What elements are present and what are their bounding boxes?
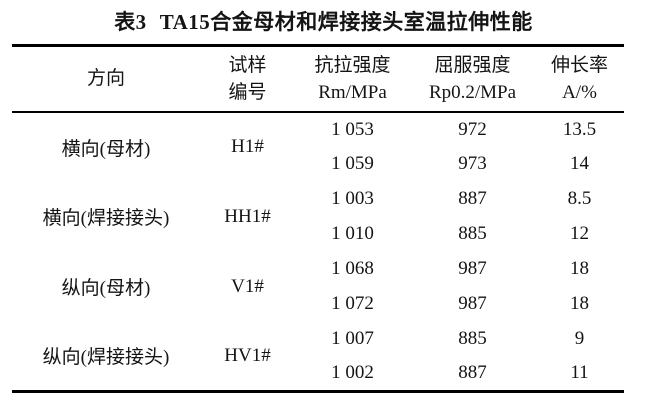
table-row: 纵向(母材) V1# 1 068 987 18 bbox=[12, 252, 624, 299]
direction-cell: 纵向(焊接接头) bbox=[42, 347, 170, 369]
table-row: 1 010 885 12 bbox=[12, 217, 624, 252]
header-tensile-line1: 抗拉强度 bbox=[314, 54, 391, 76]
value-cell-rp: 972 bbox=[458, 118, 487, 140]
sample-cell: H1# bbox=[231, 136, 264, 157]
table-title-text: TA15合金母材和焊接接头室温拉伸性能 bbox=[159, 10, 533, 34]
sample-cell: HH1# bbox=[224, 205, 271, 227]
value-cell-rm: 1 068 bbox=[331, 258, 374, 279]
value-cell-rm: 1 010 bbox=[331, 223, 374, 244]
value-cell-rp: 973 bbox=[458, 153, 487, 174]
table-row: 横向(焊接接头) HH1# 1 003 887 8.5 bbox=[12, 182, 624, 229]
value-cell-rp: 987 bbox=[458, 293, 487, 314]
value-cell-rm: 1 053 bbox=[331, 118, 374, 140]
value-cell-rm: 1 072 bbox=[331, 293, 374, 314]
header-tensile-line2: Rm/MPa bbox=[318, 81, 387, 103]
direction-cell: 横向(焊接接头) bbox=[42, 208, 170, 229]
tensile-properties-table: 方向 试样 编号 抗拉强度 Rm/MPa 屈服强度 Rp0.2/MPa 伸长率 … bbox=[12, 44, 624, 393]
table-row: 横向(母材) H1# 1 053 972 13.5 bbox=[12, 112, 624, 160]
table-row: 1 002 887 11 bbox=[12, 357, 624, 392]
value-cell-rp: 885 bbox=[458, 223, 487, 244]
header-direction-label: 方向 bbox=[86, 68, 125, 90]
table-row: 1 072 987 18 bbox=[12, 287, 624, 322]
value-cell-a: 18 bbox=[570, 293, 589, 314]
direction-cell: 横向(母材) bbox=[61, 138, 151, 160]
header-sample-number: 试样 编号 bbox=[200, 44, 295, 113]
table-row: 1 059 973 14 bbox=[12, 147, 624, 182]
value-cell-rm: 1 002 bbox=[331, 362, 374, 384]
sample-cell: HV1# bbox=[224, 344, 271, 366]
value-cell-a: 14 bbox=[570, 153, 589, 174]
header-elongation: 伸长率 A/% bbox=[535, 44, 624, 113]
value-cell-a: 11 bbox=[570, 362, 589, 384]
value-cell-rp: 885 bbox=[458, 328, 487, 349]
header-yield-strength: 屈服强度 Rp0.2/MPa bbox=[410, 44, 535, 113]
value-cell-rm: 1 003 bbox=[331, 188, 374, 209]
value-cell-a: 9 bbox=[574, 328, 585, 349]
sample-cell: V1# bbox=[231, 275, 264, 297]
value-cell-rp: 987 bbox=[458, 258, 487, 279]
table-number: 表3 bbox=[114, 10, 147, 34]
value-cell-a: 12 bbox=[570, 223, 589, 244]
value-cell-a: 18 bbox=[570, 258, 589, 279]
value-cell-rp: 887 bbox=[458, 362, 487, 384]
direction-cell: 纵向(母材) bbox=[61, 278, 151, 299]
value-cell-rm: 1 007 bbox=[331, 328, 374, 349]
value-cell-a: 8.5 bbox=[567, 188, 592, 209]
header-sample-line1: 试样 bbox=[228, 54, 267, 76]
header-elongation-line1: 伸长率 bbox=[550, 54, 608, 76]
header-tensile-strength: 抗拉强度 Rm/MPa bbox=[295, 44, 410, 113]
value-cell-rp: 887 bbox=[458, 188, 487, 209]
header-elongation-line2: A/% bbox=[562, 81, 597, 103]
header-direction: 方向 bbox=[12, 44, 200, 113]
table-row: 纵向(焊接接头) HV1# 1 007 885 9 bbox=[12, 322, 624, 368]
value-cell-rm: 1 059 bbox=[331, 153, 374, 174]
value-cell-a: 13.5 bbox=[562, 118, 597, 140]
header-yield-line1: 屈服强度 bbox=[434, 54, 511, 76]
header-yield-line2: Rp0.2/MPa bbox=[428, 81, 517, 103]
table-title: 表3 TA15合金母材和焊接接头室温拉伸性能 bbox=[0, 9, 647, 36]
header-sample-line2: 编号 bbox=[228, 81, 267, 103]
header-row: 方向 试样 编号 抗拉强度 Rm/MPa 屈服强度 Rp0.2/MPa 伸长率 … bbox=[12, 44, 624, 113]
